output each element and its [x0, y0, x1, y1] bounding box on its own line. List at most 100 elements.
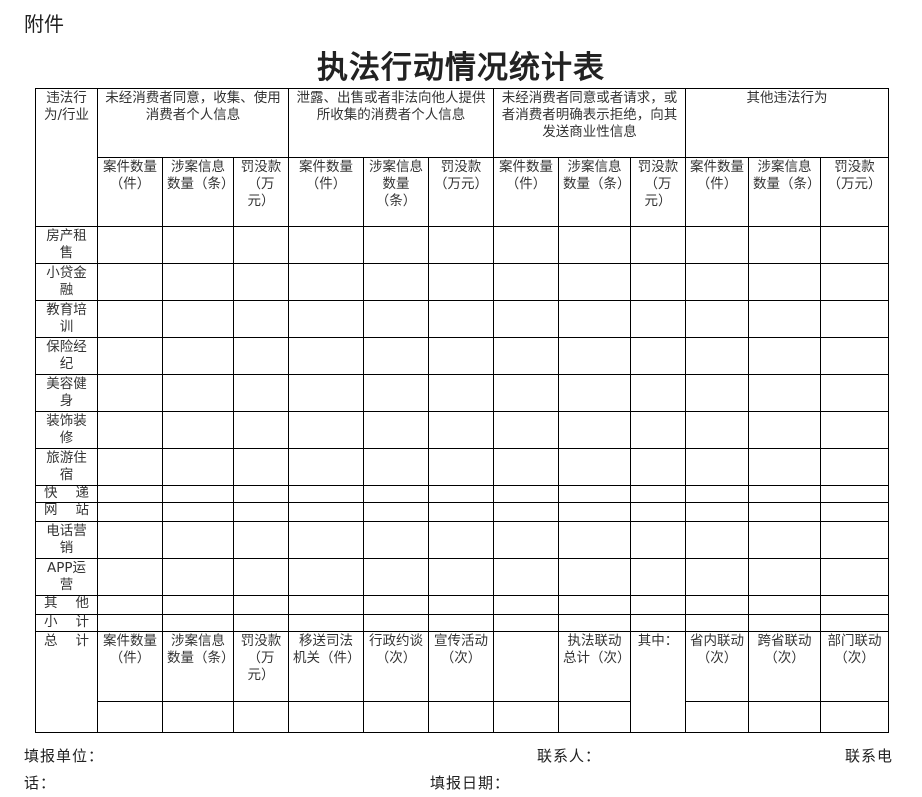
data-cell[interactable]: [363, 448, 429, 486]
data-cell[interactable]: [363, 226, 429, 264]
data-cell[interactable]: [363, 521, 429, 559]
data-cell[interactable]: [288, 226, 364, 264]
data-cell[interactable]: [233, 595, 289, 615]
data-cell[interactable]: [162, 263, 234, 301]
data-cell[interactable]: [748, 521, 821, 559]
data-cell[interactable]: [493, 485, 559, 503]
data-cell[interactable]: [558, 337, 631, 375]
total-value-cell[interactable]: [162, 701, 234, 733]
data-cell[interactable]: [288, 485, 364, 503]
data-cell[interactable]: [820, 337, 889, 375]
data-cell[interactable]: [428, 521, 494, 559]
data-cell[interactable]: [162, 374, 234, 412]
data-cell[interactable]: [97, 595, 163, 615]
data-cell[interactable]: [428, 411, 494, 449]
data-cell[interactable]: [428, 374, 494, 412]
data-cell[interactable]: [363, 411, 429, 449]
total-value-cell[interactable]: [685, 701, 749, 733]
data-cell[interactable]: [162, 448, 234, 486]
data-cell[interactable]: [820, 502, 889, 522]
data-cell[interactable]: [428, 300, 494, 338]
data-cell[interactable]: [493, 448, 559, 486]
data-cell[interactable]: [428, 337, 494, 375]
data-cell[interactable]: [288, 521, 364, 559]
data-cell[interactable]: [162, 485, 234, 503]
data-cell[interactable]: [428, 226, 494, 264]
data-cell[interactable]: [288, 502, 364, 522]
data-cell[interactable]: [558, 226, 631, 264]
data-cell[interactable]: [363, 502, 429, 522]
data-cell[interactable]: [428, 614, 494, 632]
data-cell[interactable]: [428, 558, 494, 596]
data-cell[interactable]: [233, 226, 289, 264]
data-cell[interactable]: [558, 263, 631, 301]
data-cell[interactable]: [97, 300, 163, 338]
data-cell[interactable]: [630, 263, 686, 301]
data-cell[interactable]: [162, 595, 234, 615]
data-cell[interactable]: [630, 300, 686, 338]
data-cell[interactable]: [233, 374, 289, 412]
data-cell[interactable]: [748, 448, 821, 486]
data-cell[interactable]: [748, 263, 821, 301]
data-cell[interactable]: [97, 263, 163, 301]
data-cell[interactable]: [748, 411, 821, 449]
data-cell[interactable]: [558, 300, 631, 338]
data-cell[interactable]: [233, 337, 289, 375]
data-cell[interactable]: [233, 411, 289, 449]
data-cell[interactable]: [685, 374, 749, 412]
data-cell[interactable]: [288, 263, 364, 301]
data-cell[interactable]: [558, 485, 631, 503]
total-value-cell[interactable]: [233, 701, 289, 733]
data-cell[interactable]: [685, 411, 749, 449]
data-cell[interactable]: [97, 448, 163, 486]
total-value-cell[interactable]: [288, 701, 364, 733]
data-cell[interactable]: [558, 502, 631, 522]
data-cell[interactable]: [233, 300, 289, 338]
data-cell[interactable]: [493, 374, 559, 412]
data-cell[interactable]: [685, 595, 749, 615]
data-cell[interactable]: [820, 558, 889, 596]
data-cell[interactable]: [428, 502, 494, 522]
data-cell[interactable]: [363, 595, 429, 615]
data-cell[interactable]: [685, 300, 749, 338]
data-cell[interactable]: [233, 521, 289, 559]
data-cell[interactable]: [558, 595, 631, 615]
data-cell[interactable]: [493, 337, 559, 375]
data-cell[interactable]: [820, 374, 889, 412]
data-cell[interactable]: [97, 411, 163, 449]
data-cell[interactable]: [493, 558, 559, 596]
data-cell[interactable]: [748, 485, 821, 503]
data-cell[interactable]: [630, 374, 686, 412]
total-value-cell[interactable]: [363, 701, 429, 733]
data-cell[interactable]: [288, 300, 364, 338]
data-cell[interactable]: [493, 411, 559, 449]
data-cell[interactable]: [685, 614, 749, 632]
data-cell[interactable]: [363, 485, 429, 503]
data-cell[interactable]: [820, 411, 889, 449]
data-cell[interactable]: [685, 226, 749, 264]
data-cell[interactable]: [748, 595, 821, 615]
data-cell[interactable]: [288, 614, 364, 632]
data-cell[interactable]: [558, 558, 631, 596]
data-cell[interactable]: [288, 448, 364, 486]
data-cell[interactable]: [748, 614, 821, 632]
data-cell[interactable]: [630, 226, 686, 264]
data-cell[interactable]: [233, 448, 289, 486]
data-cell[interactable]: [685, 521, 749, 559]
data-cell[interactable]: [558, 374, 631, 412]
data-cell[interactable]: [162, 337, 234, 375]
data-cell[interactable]: [630, 595, 686, 615]
data-cell[interactable]: [162, 502, 234, 522]
data-cell[interactable]: [630, 448, 686, 486]
data-cell[interactable]: [685, 485, 749, 503]
data-cell[interactable]: [748, 502, 821, 522]
data-cell[interactable]: [97, 226, 163, 264]
data-cell[interactable]: [288, 337, 364, 375]
data-cell[interactable]: [162, 558, 234, 596]
data-cell[interactable]: [748, 374, 821, 412]
total-value-cell[interactable]: [428, 701, 494, 733]
data-cell[interactable]: [493, 300, 559, 338]
data-cell[interactable]: [162, 226, 234, 264]
data-cell[interactable]: [233, 485, 289, 503]
data-cell[interactable]: [288, 595, 364, 615]
